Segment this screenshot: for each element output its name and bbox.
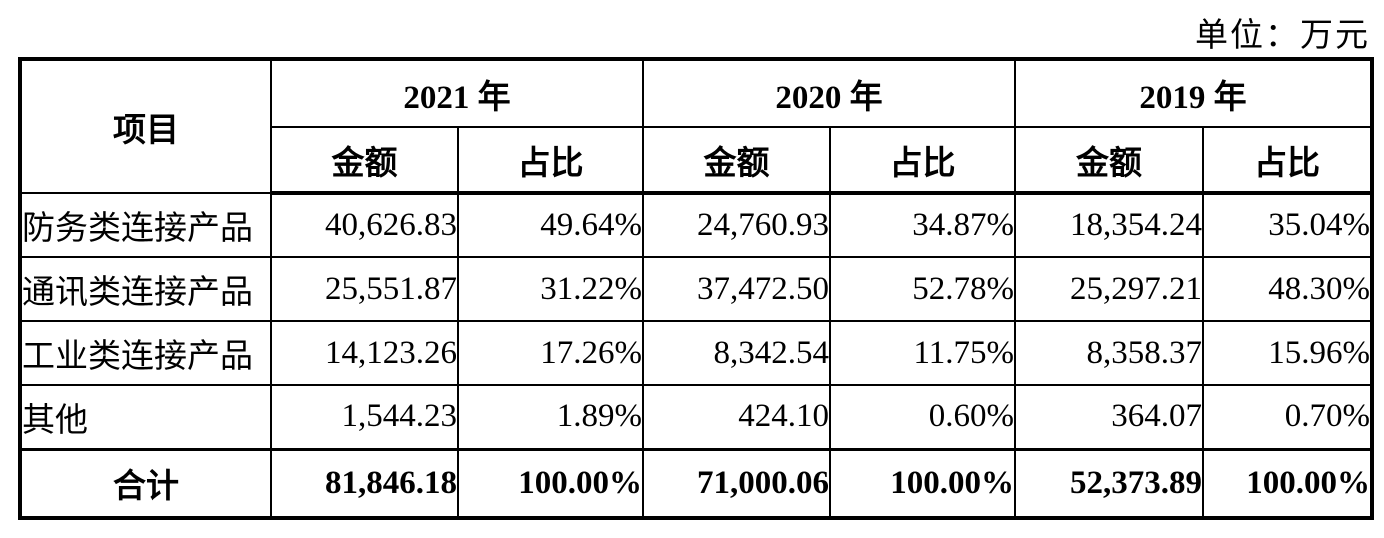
amount-cell: 25,551.87: [270, 256, 459, 322]
total-ratio-cell: 100.00%: [829, 447, 1016, 519]
header-amount-2019: 金额: [1014, 126, 1204, 195]
header-year-2019: 2019 年: [1014, 58, 1373, 128]
header-amount-2021: 金额: [270, 126, 459, 195]
ratio-cell: 48.30%: [1202, 256, 1373, 322]
amount-cell: 18,354.24: [1014, 192, 1204, 258]
header-ratio-2021: 占比: [457, 126, 644, 195]
ratio-cell: 0.60%: [829, 384, 1016, 450]
unit-label: 单位：万元: [1195, 18, 1370, 54]
header-row-years: 项目 2021 年 2020 年 2019 年: [19, 58, 1373, 194]
total-amount-cell: 81,846.18: [270, 447, 459, 519]
total-ratio-cell: 100.00%: [457, 447, 644, 519]
ratio-cell: 52.78%: [829, 256, 1016, 322]
ratio-cell: 0.70%: [1202, 384, 1373, 450]
amount-cell: 14,123.26: [270, 320, 459, 386]
header-amount-2020: 金额: [642, 126, 831, 195]
total-label-cell: 合计: [19, 447, 272, 519]
total-ratio-cell: 100.00%: [1202, 447, 1373, 519]
ratio-cell: 49.64%: [457, 192, 644, 258]
ratio-cell: 15.96%: [1202, 320, 1373, 386]
amount-cell: 424.10: [642, 384, 831, 450]
amount-cell: 8,358.37: [1014, 320, 1204, 386]
ratio-cell: 17.26%: [457, 320, 644, 386]
amount-cell: 40,626.83: [270, 192, 459, 258]
table-row-industrial: 工业类连接产品 14,123.26 17.26% 8,342.54 11.75%…: [19, 320, 1373, 386]
amount-cell: 37,472.50: [642, 256, 831, 322]
total-amount-cell: 52,373.89: [1014, 447, 1204, 519]
header-year-2021: 2021 年: [270, 58, 644, 128]
amount-cell: 364.07: [1014, 384, 1204, 450]
ratio-cell: 35.04%: [1202, 192, 1373, 258]
item-cell: 防务类连接产品: [19, 192, 272, 258]
ratio-cell: 1.89%: [457, 384, 644, 450]
table-row-defense: 防务类连接产品 40,626.83 49.64% 24,760.93 34.87…: [19, 192, 1373, 258]
total-amount-cell: 71,000.06: [642, 447, 831, 519]
header-ratio-2020: 占比: [829, 126, 1016, 195]
header-year-2020: 2020 年: [642, 58, 1016, 128]
table-row-communication: 通讯类连接产品 25,551.87 31.22% 37,472.50 52.78…: [19, 256, 1373, 322]
total-row: 合计 81,846.18 100.00% 71,000.06 100.00% 5…: [19, 447, 1373, 519]
header-row-subcolumns: 金额 占比 金额 占比 金额 占比: [20, 126, 1373, 195]
revenue-breakdown-table: 项目 2021 年 2020 年 2019 年 金额 占比 金额 占比 金额 占…: [18, 57, 1374, 520]
header-item: 项目: [19, 58, 272, 194]
item-cell: 通讯类连接产品: [19, 256, 272, 322]
header-ratio-2019: 占比: [1202, 126, 1373, 195]
item-cell: 其他: [19, 384, 272, 450]
ratio-cell: 34.87%: [829, 192, 1016, 258]
ratio-cell: 11.75%: [829, 320, 1016, 386]
amount-cell: 8,342.54: [642, 320, 831, 386]
amount-cell: 1,544.23: [270, 384, 459, 450]
amount-cell: 24,760.93: [642, 192, 831, 258]
item-cell: 工业类连接产品: [19, 320, 272, 386]
ratio-cell: 31.22%: [457, 256, 644, 322]
amount-cell: 25,297.21: [1014, 256, 1204, 322]
table-row-other: 其他 1,544.23 1.89% 424.10 0.60% 364.07 0.…: [19, 384, 1373, 450]
